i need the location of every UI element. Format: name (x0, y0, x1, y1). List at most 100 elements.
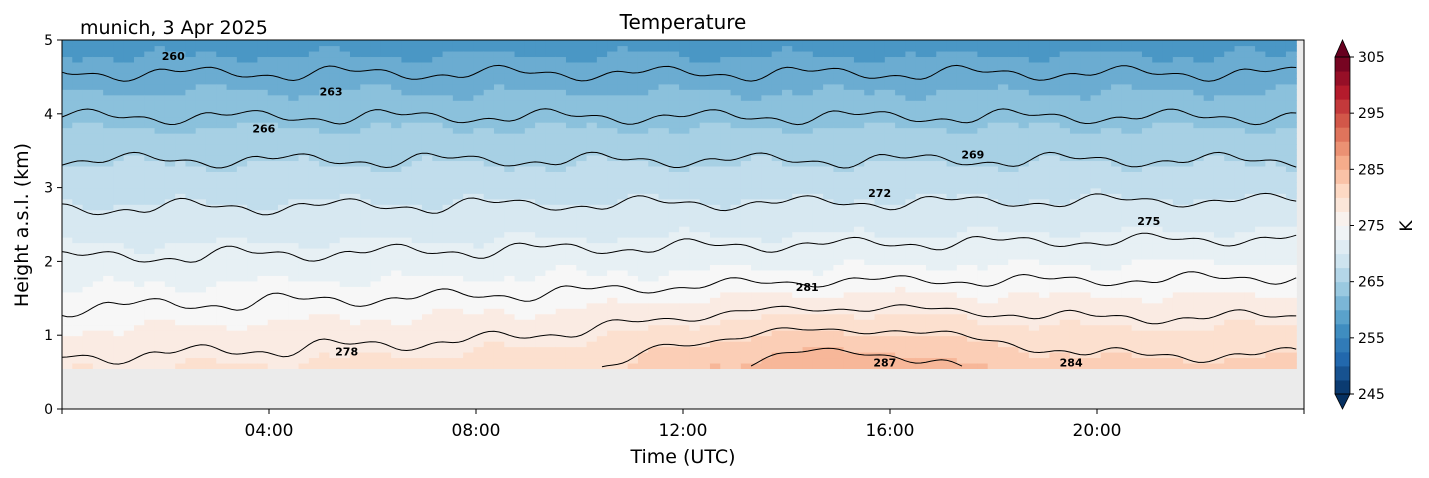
heatmap-cell (853, 56, 865, 63)
heatmap-cell (473, 237, 485, 244)
heatmap-cell (709, 308, 721, 315)
heatmap-cell (617, 308, 629, 315)
heatmap-cell (781, 40, 793, 47)
heatmap-cell (411, 61, 423, 68)
heatmap-cell (679, 264, 691, 271)
heatmap-cell (607, 40, 619, 47)
heatmap-cell (535, 78, 547, 85)
heatmap-cell (411, 83, 423, 90)
heatmap-cell (113, 72, 125, 79)
heatmap-cell (823, 357, 834, 364)
heatmap-cell (277, 341, 289, 348)
heatmap-cell (617, 176, 629, 183)
heatmap-cell (370, 237, 382, 244)
heatmap-cell (298, 341, 310, 348)
heatmap-cell (267, 220, 279, 227)
heatmap-cell (483, 308, 495, 315)
heatmap-cell (658, 319, 670, 326)
heatmap-cell (92, 83, 104, 90)
heatmap-cell (236, 215, 248, 222)
heatmap-cell (144, 286, 156, 293)
heatmap-cell (617, 258, 629, 266)
heatmap-cell (154, 357, 166, 364)
heatmap-cell (812, 264, 824, 271)
heatmap-cell (637, 40, 649, 47)
heatmap-cell (257, 89, 269, 96)
heatmap-cell (627, 89, 639, 96)
heatmap-cell (82, 269, 94, 276)
heatmap-cell (195, 78, 207, 85)
heatmap-cell (792, 237, 804, 244)
heatmap-cell (319, 220, 331, 227)
heatmap-cell (576, 319, 588, 326)
heatmap-cell (236, 242, 248, 249)
heatmap-cell (483, 144, 495, 151)
heatmap-cell (483, 105, 495, 112)
heatmap-cell (452, 72, 464, 79)
heatmap-cell (473, 56, 485, 63)
heatmap-cell (658, 324, 670, 331)
heatmap-cell (391, 193, 403, 200)
heatmap-cell (123, 56, 135, 63)
heatmap-cell (720, 67, 732, 74)
heatmap-cell (740, 313, 752, 320)
heatmap-cell (730, 122, 742, 129)
heatmap-cell (524, 231, 536, 238)
heatmap-cell (648, 346, 660, 353)
heatmap-cell (205, 40, 217, 47)
heatmap-cell (226, 111, 238, 118)
heatmap-cell (82, 193, 94, 200)
heatmap-cell (401, 193, 413, 200)
heatmap-cell (257, 269, 269, 276)
heatmap-cell (421, 187, 433, 194)
heatmap-cell (493, 253, 505, 260)
heatmap-cell (648, 330, 660, 337)
heatmap-cell (781, 357, 793, 364)
heatmap-cell (380, 209, 392, 216)
heatmap-cell (123, 258, 135, 266)
heatmap-cell (421, 319, 433, 326)
heatmap-cell (535, 220, 547, 227)
heatmap-cell (751, 319, 763, 326)
heatmap-cell (740, 111, 752, 118)
heatmap-cell (884, 61, 896, 68)
heatmap-cell (175, 286, 187, 293)
heatmap-cell (288, 330, 300, 337)
heatmap-cell (277, 40, 289, 47)
heatmap-cell (123, 160, 135, 167)
heatmap-cell (627, 247, 639, 255)
heatmap-cell (236, 308, 248, 315)
heatmap-cell (82, 291, 94, 298)
heatmap-cell (730, 341, 742, 348)
heatmap-cell (175, 324, 187, 331)
heatmap-cell (679, 341, 691, 348)
heatmap-cell (205, 50, 217, 58)
heatmap-cell (164, 94, 176, 101)
heatmap-cell (154, 89, 166, 96)
heatmap-cell (586, 319, 598, 326)
heatmap-cell (277, 133, 289, 140)
heatmap-cell (864, 83, 876, 90)
heatmap-cell (874, 78, 886, 85)
heatmap-cell (627, 291, 639, 298)
heatmap-cell (463, 111, 475, 118)
heatmap-cell (792, 187, 804, 194)
heatmap-cell (226, 253, 238, 260)
heatmap-cell (864, 215, 876, 222)
heatmap-cell (596, 61, 608, 68)
heatmap-cell (535, 50, 547, 58)
heatmap-cell (370, 362, 382, 370)
heatmap-cell (637, 116, 649, 123)
heatmap-cell (432, 253, 444, 260)
heatmap-cell (586, 362, 598, 370)
heatmap-cell (596, 308, 608, 315)
heatmap-cell (853, 61, 865, 68)
heatmap-cell (833, 94, 845, 101)
heatmap-cell (277, 138, 289, 145)
heatmap-cell (247, 89, 259, 96)
heatmap-cell (432, 308, 444, 315)
heatmap-cell (771, 176, 783, 183)
heatmap-cell (123, 297, 135, 304)
heatmap-cell (699, 351, 711, 359)
heatmap-cell (103, 100, 115, 107)
